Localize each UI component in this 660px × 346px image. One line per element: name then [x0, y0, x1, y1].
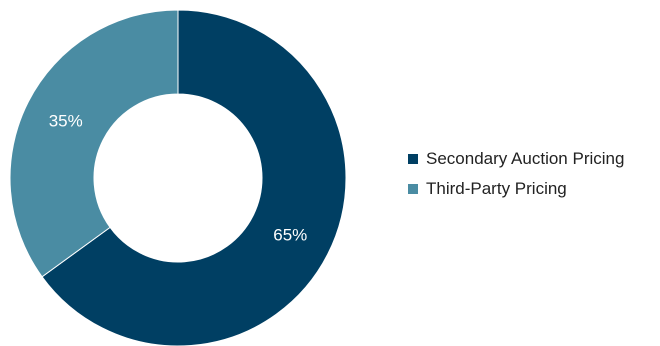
chart-legend: Secondary Auction Pricing Third-Party Pr… [408, 145, 624, 205]
donut-slices [9, 9, 347, 346]
donut-slice-third-party-pricing [9, 9, 179, 278]
donut-slice-secondary-auction-pricing [41, 9, 347, 346]
data-label-secondary-auction-pricing: 65% [273, 226, 307, 245]
data-label-third-party-pricing: 35% [49, 111, 83, 130]
legend-item-third-party-pricing: Third-Party Pricing [408, 175, 624, 203]
legend-label-secondary-auction-pricing: Secondary Auction Pricing [426, 149, 625, 168]
legend-swatch-third-party-pricing [408, 184, 418, 194]
legend-item-secondary-auction-pricing: Secondary Auction Pricing [408, 145, 624, 173]
donut-slice-labels: 65% 35% [49, 111, 308, 244]
legend-label-third-party-pricing: Third-Party Pricing [426, 179, 567, 198]
legend-swatch-secondary-auction-pricing [408, 154, 418, 164]
